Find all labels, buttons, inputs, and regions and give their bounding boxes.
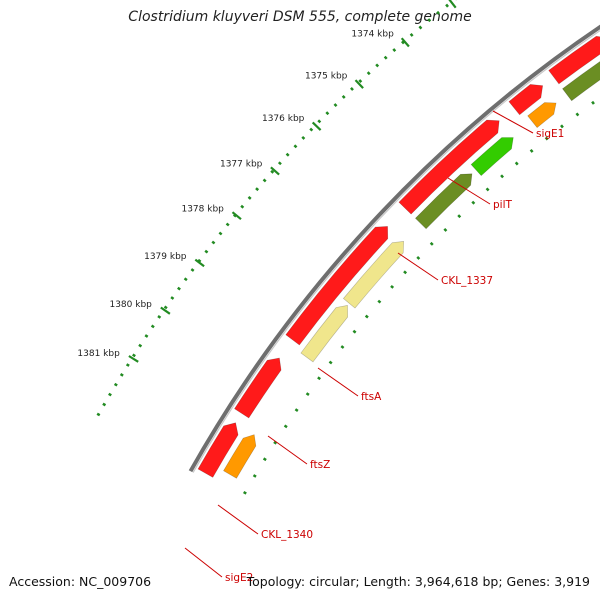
map-title: Clostridium kluyveri DSM 555, complete g… (128, 9, 472, 25)
inner-feature-sigE1 (527, 102, 557, 129)
scale-tick-label: 1374 kbp (351, 30, 394, 40)
scale-tick-label: 1376 kbp (262, 114, 305, 124)
gene-leader-line (217, 504, 259, 535)
cds-feature-6 (197, 422, 239, 478)
scale-tick (194, 258, 205, 268)
scale-tick-label: 1375 kbp (305, 72, 348, 82)
gene-label: ftsA (361, 391, 382, 403)
inner-feature-pilT (470, 137, 514, 177)
scale-tick (231, 211, 242, 221)
scale-tick (400, 37, 410, 48)
gene-leader-line (267, 435, 308, 465)
inner-feature-1 (562, 61, 600, 102)
scale-tick (128, 355, 139, 363)
gene-label: CKL_1337 (441, 275, 493, 287)
genome-summary: Topology: circular; Length: 3,964,618 bp… (246, 574, 590, 589)
gene-label: pilT (493, 199, 512, 211)
cds-feature-5 (234, 357, 282, 419)
scale-tick (354, 79, 364, 89)
scale-tick-label: 1381 kbp (77, 349, 120, 359)
gene-leader-line (397, 252, 439, 281)
genome-backbone (188, 24, 600, 473)
inner-dotted-ring (239, 95, 600, 501)
scale-tick (160, 306, 171, 315)
gene-leader-line (447, 177, 491, 205)
scale-tick-label: 1379 kbp (144, 252, 187, 262)
scale-tick-label: 1380 kbp (109, 300, 152, 310)
gene-leader-line (184, 547, 223, 578)
gene-label: sigE2 (225, 572, 253, 584)
scale-tick (311, 121, 322, 131)
scale-tick (448, 0, 457, 9)
cds-feature-4 (285, 226, 389, 346)
inner-feature-ftsZ (300, 305, 349, 363)
genome-backbone-inner (192, 29, 600, 473)
accession-text: Accession: NC_009706 (9, 574, 152, 589)
cds-feature-1 (548, 35, 600, 85)
scale-tick-label: 1377 kbp (220, 159, 263, 169)
gene-label: sigE1 (536, 128, 564, 140)
gene-label: ftsZ (310, 459, 330, 471)
cds-feature-2 (508, 84, 544, 116)
inner-feature-ftsA (342, 241, 405, 309)
inner-feature-sigE2 (223, 434, 257, 479)
cds-feature-3 (398, 119, 500, 215)
scale-tick (270, 166, 280, 176)
gene-leader-line (317, 367, 359, 397)
inner-feature-CKL_1337 (414, 173, 473, 230)
gene-label: CKL_1340 (261, 529, 313, 541)
scale-dotted-ring (95, 0, 457, 419)
gene-leader-line (492, 110, 534, 134)
scale-tick-label: 1378 kbp (181, 204, 224, 214)
